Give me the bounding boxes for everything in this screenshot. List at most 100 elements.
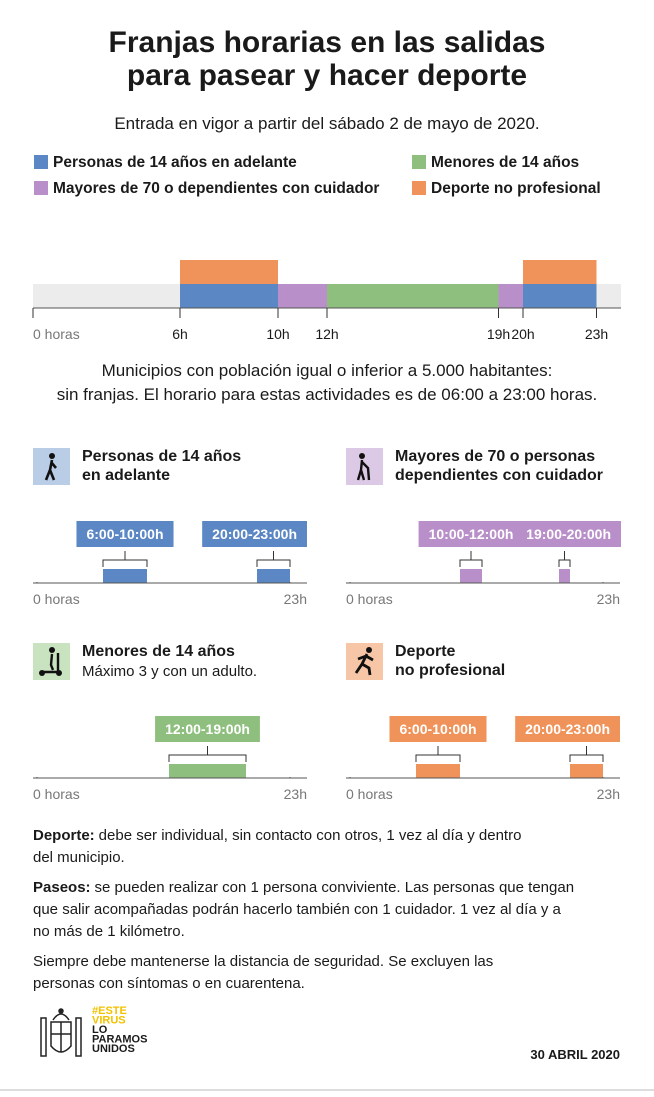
coat-of-arms: [40, 1008, 82, 1057]
icon-scooter: [33, 643, 70, 680]
paragraph-text: debe ser individual, sin contacto con ot…: [99, 827, 522, 844]
logo-text: UNIDOS: [92, 1043, 135, 1055]
icon-runner: [346, 643, 383, 680]
bracket: [168, 746, 247, 762]
x-tick-label: 19h: [487, 326, 510, 342]
x-tick-label: 12h: [315, 326, 338, 342]
interval-label-box: [76, 521, 174, 547]
interval-bar: [416, 764, 460, 778]
x-tick-label: 23h: [284, 591, 307, 607]
interval-label-group: 6:00-10:00h: [76, 521, 174, 547]
legend-swatch: [412, 155, 426, 169]
x-tick-label: 20h: [511, 326, 534, 342]
paragraph-line: no más de 1 kilómetro.: [33, 923, 185, 940]
x-tick-label: 0 horas: [346, 786, 393, 802]
interval-label: 10:00-12:00h: [429, 526, 514, 542]
paragraph-line: Paseos: se pueden realizar con 1 persona …: [33, 879, 574, 896]
interval-label-box: [389, 716, 487, 742]
timeline-band: [180, 284, 278, 308]
logo-text: PARAMOS: [92, 1034, 147, 1046]
bracket: [256, 551, 291, 567]
timeline-band: [498, 284, 523, 308]
interval-bar: [103, 569, 147, 583]
x-tick-label: 0 horas: [33, 326, 80, 342]
bracket: [569, 746, 604, 762]
panel-title: Deporte: [395, 643, 456, 660]
paragraph-line: del municipio.: [33, 849, 125, 866]
x-tick-label: 23h: [597, 786, 620, 802]
panel-title: en adelante: [82, 467, 170, 484]
paragraph-line: Siempre debe mantenerse la distancia de …: [33, 953, 493, 970]
interval-label-group: 20:00-23:00h: [202, 521, 307, 547]
paragraph-line: que salir acompañadas podrán hacerlo tam…: [33, 901, 561, 918]
paragraph-text: del municipio.: [33, 849, 125, 866]
timeline-band: [523, 260, 597, 284]
legend-swatch: [412, 181, 426, 195]
legend-swatch: [34, 181, 48, 195]
paragraph-lead: Paseos:: [33, 879, 91, 896]
panel-title: Personas de 14 años: [82, 448, 241, 465]
interval-bar: [559, 569, 570, 583]
legend-label: Menores de 14 años: [431, 154, 579, 171]
icon-walker: [33, 448, 70, 485]
interval-label-box: [516, 521, 621, 547]
paragraph-text: se pueden realizar con 1 persona convivi…: [95, 879, 575, 896]
bracket: [415, 746, 461, 762]
logo-text: #ESTE: [92, 1005, 127, 1017]
interval-label: 6:00-10:00h: [399, 721, 476, 737]
x-tick-label: 6h: [172, 326, 188, 342]
legend-label: Deporte no profesional: [431, 180, 601, 197]
interval-bar: [169, 764, 246, 778]
interval-label: 12:00-19:00h: [165, 721, 250, 737]
x-tick-label: 0 horas: [33, 591, 80, 607]
interval-label-box: [418, 521, 524, 547]
panel-title: Mayores de 70 o personas: [395, 448, 595, 465]
interval-label: 20:00-23:00h: [525, 721, 610, 737]
paragraph-text: que salir acompañadas podrán hacerlo tam…: [33, 901, 561, 918]
interval-label-box: [202, 521, 307, 547]
x-tick-label: 0 horas: [33, 786, 80, 802]
subtitle: Entrada en vigor a partir del sábado 2 d…: [114, 114, 539, 133]
date: 30 ABRIL 2020: [530, 1047, 620, 1062]
panel-title: Menores de 14 años: [82, 643, 235, 660]
interval-label: 20:00-23:00h: [212, 526, 297, 542]
legend-label: Personas de 14 años en adelante: [53, 154, 297, 171]
panel-subtitle: Máximo 3 y con un adulto.: [82, 663, 257, 680]
interval-bar: [460, 569, 482, 583]
x-tick-label: 23h: [284, 786, 307, 802]
bracket: [459, 551, 483, 567]
paragraph-text: Siempre debe mantenerse la distancia de …: [33, 953, 493, 970]
icon-elder: [346, 448, 383, 485]
timeline-band: [278, 284, 327, 308]
x-tick-label: 23h: [597, 591, 620, 607]
interval-label-group: 12:00-19:00h: [155, 716, 260, 742]
paragraph-line: personas con síntomas o en cuarentena.: [33, 975, 305, 992]
legend-label: Mayores de 70 o dependientes con cuidado…: [53, 180, 379, 197]
timeline-band: [327, 284, 499, 308]
panel-title: dependientes con cuidador: [395, 467, 603, 484]
interval-bar: [570, 764, 603, 778]
interval-label-group: 19:00-20:00h: [516, 521, 621, 547]
interval-label: 19:00-20:00h: [526, 526, 611, 542]
x-tick-label: 0 horas: [346, 591, 393, 607]
bracket: [558, 551, 571, 567]
interval-label-box: [515, 716, 620, 742]
interval-label-box: [155, 716, 260, 742]
interval-label-group: 20:00-23:00h: [515, 716, 620, 742]
title: Franjas horarias en las salidas: [109, 26, 546, 59]
interval-label-group: 10:00-12:00h: [418, 521, 524, 547]
logo-text: LO: [92, 1024, 108, 1036]
title: para pasear y hacer deporte: [127, 59, 527, 92]
bracket: [102, 551, 148, 567]
paragraph-text: personas con síntomas o en cuarentena.: [33, 975, 305, 992]
x-tick-label: 10h: [266, 326, 289, 342]
logo-text: VIRUS: [92, 1015, 126, 1027]
x-tick-label: 23h: [585, 326, 608, 342]
legend-swatch: [34, 155, 48, 169]
panel-title: no profesional: [395, 662, 505, 679]
timeline-band: [180, 260, 278, 284]
interval-label: 6:00-10:00h: [86, 526, 163, 542]
note: sin franjas. El horario para estas activ…: [57, 385, 598, 404]
